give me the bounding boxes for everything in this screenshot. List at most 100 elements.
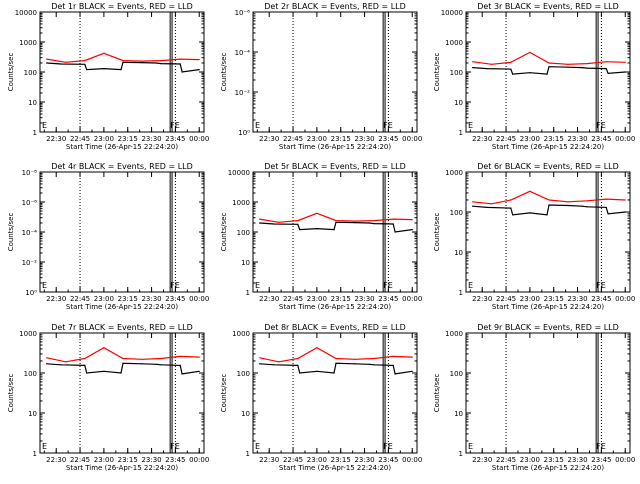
lld-series-line bbox=[46, 347, 200, 363]
marker-label-e: E bbox=[42, 121, 47, 130]
x-tick-label: 23:30 bbox=[141, 295, 161, 303]
y-tick-label: 10000 bbox=[15, 9, 37, 17]
lld-data-point bbox=[567, 201, 569, 203]
x-tick-label: 23:45 bbox=[378, 295, 398, 303]
x-tick-label: 22:45 bbox=[70, 295, 90, 303]
y-tick-label: 10 bbox=[28, 410, 37, 418]
y-tick-label: 10 bbox=[241, 259, 250, 267]
events-data-point bbox=[581, 205, 583, 207]
events-data-point bbox=[392, 223, 394, 225]
events-data-point bbox=[155, 62, 157, 64]
y-axis-label: Counts/sec bbox=[7, 374, 15, 413]
events-data-point bbox=[486, 206, 488, 209]
events-data-point bbox=[411, 229, 413, 231]
panel-det-5: Det 5r BLACK = Events, RED = LLD 1 10 100 10… bbox=[220, 162, 422, 311]
events-data-point bbox=[567, 66, 569, 68]
lld-data-point bbox=[179, 58, 181, 60]
lld-data-point bbox=[297, 357, 299, 360]
events-data-point bbox=[160, 63, 162, 65]
events-data-point bbox=[333, 229, 335, 231]
y-axis-label: Counts/sec bbox=[220, 213, 228, 252]
events-data-point bbox=[86, 69, 88, 71]
events-data-point bbox=[567, 204, 569, 207]
lld-data-point bbox=[529, 51, 531, 54]
x-tick-label: 23:30 bbox=[567, 135, 587, 143]
x-tick-label: 23:15 bbox=[118, 295, 138, 303]
events-data-point bbox=[120, 372, 122, 374]
events-data-point bbox=[198, 370, 200, 372]
y-tick-label: 100 bbox=[237, 229, 250, 237]
x-tick-label: 00:00 bbox=[615, 135, 635, 143]
events-data-point bbox=[607, 72, 609, 74]
marker-label-fe: FE bbox=[170, 121, 180, 130]
lld-data-point bbox=[297, 219, 299, 222]
x-tick-label: 23:30 bbox=[567, 295, 587, 303]
x-tick-label: 23:45 bbox=[165, 295, 185, 303]
x-tick-label: 22:30 bbox=[46, 135, 66, 143]
x-tick-label: 00:00 bbox=[402, 456, 422, 464]
x-tick-label: 22:30 bbox=[472, 135, 492, 143]
marker-label-e: E bbox=[255, 281, 260, 290]
lld-data-point bbox=[354, 220, 356, 222]
events-data-point bbox=[103, 67, 105, 70]
events-data-point bbox=[155, 363, 157, 365]
x-tick-label: 23:30 bbox=[567, 456, 587, 464]
x-tick-label: 23:00 bbox=[307, 456, 327, 464]
marker-label-fe: FE bbox=[596, 442, 606, 451]
x-tick-label: 23:15 bbox=[544, 456, 564, 464]
lld-data-point bbox=[373, 357, 375, 360]
events-data-point bbox=[605, 67, 607, 70]
x-tick-label: 23:15 bbox=[118, 456, 138, 464]
y-tick-label: 1 bbox=[459, 289, 463, 297]
events-data-point bbox=[259, 363, 261, 365]
events-data-point bbox=[354, 363, 356, 365]
lld-data-point bbox=[529, 190, 531, 192]
panel-det-7: Det 7r BLACK = Events, RED = LLD 1 10 100 10… bbox=[7, 323, 209, 472]
y-tick-label: 10⁻⁴ bbox=[235, 49, 251, 57]
y-tick-label: 1000 bbox=[19, 39, 37, 47]
x-axis-label: Start Time (26-Apr-15 22:24:20) bbox=[279, 143, 391, 151]
x-tick-label: 00:00 bbox=[615, 295, 635, 303]
events-data-point bbox=[472, 67, 474, 69]
panel-det-8: Det 8r BLACK = Events, RED = LLD 1 10 100 10… bbox=[220, 323, 422, 472]
x-tick-label: 00:00 bbox=[189, 295, 209, 303]
marker-label-e: E bbox=[468, 121, 473, 130]
lld-data-point bbox=[103, 347, 105, 349]
events-data-point bbox=[510, 68, 512, 70]
x-tick-label: 22:45 bbox=[283, 135, 303, 143]
y-tick-label: 10 bbox=[454, 99, 463, 107]
events-data-point bbox=[411, 370, 413, 372]
events-data-point bbox=[122, 61, 124, 63]
x-tick-label: 23:30 bbox=[141, 135, 161, 143]
events-data-point bbox=[392, 364, 394, 366]
y-tick-label: 1 bbox=[459, 450, 463, 458]
events-data-point bbox=[84, 364, 86, 366]
lld-data-point bbox=[278, 221, 280, 223]
events-data-point bbox=[179, 364, 181, 366]
lld-data-point bbox=[141, 60, 143, 62]
lld-data-point bbox=[586, 63, 588, 65]
events-data-point bbox=[335, 362, 337, 364]
x-tick-label: 22:45 bbox=[283, 295, 303, 303]
events-data-point bbox=[512, 214, 514, 216]
panel-det-6: Det 6r BLACK = Events, RED = LLD 1 10 100 10… bbox=[433, 162, 635, 311]
x-tick-label: 23:00 bbox=[307, 295, 327, 303]
events-data-point bbox=[273, 364, 275, 366]
y-tick-label: 10⁰ bbox=[25, 289, 37, 297]
plot-frame bbox=[252, 171, 418, 293]
events-data-point bbox=[198, 69, 200, 71]
x-tick-label: 22:30 bbox=[259, 456, 279, 464]
marker-label-e: E bbox=[42, 442, 47, 451]
panel-title: Det 6r BLACK = Events, RED = LLD bbox=[477, 162, 619, 171]
lld-data-point bbox=[160, 357, 162, 360]
panel-title: Det 4r BLACK = Events, RED = LLD bbox=[51, 162, 193, 171]
events-data-point bbox=[548, 66, 550, 68]
lld-data-point bbox=[491, 203, 493, 205]
events-data-point bbox=[316, 370, 318, 372]
lld-data-point bbox=[160, 59, 162, 62]
x-tick-label: 23:00 bbox=[94, 135, 114, 143]
panel-det-3: Det 3r BLACK = Events, RED = LLD 1 10 100 10… bbox=[433, 2, 635, 151]
lld-series-line bbox=[472, 190, 626, 205]
events-data-point bbox=[607, 213, 609, 215]
